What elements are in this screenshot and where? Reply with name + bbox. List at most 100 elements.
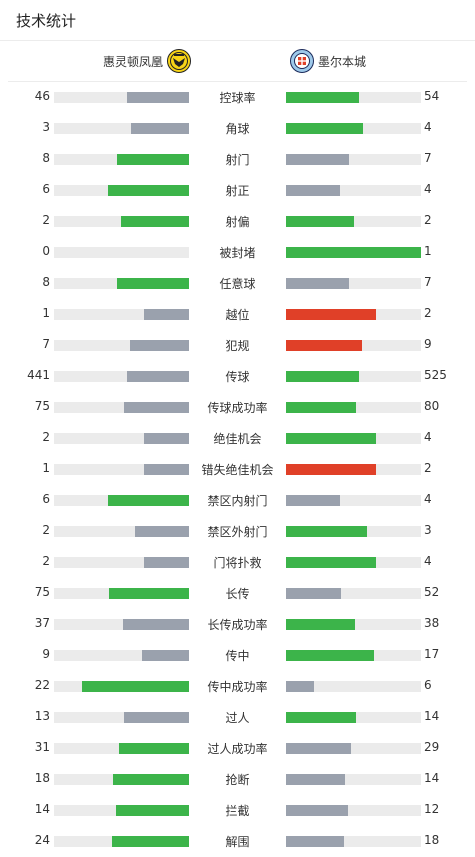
away-stat-bar (286, 774, 421, 785)
home-stat-bar-fill (144, 433, 189, 444)
home-stat-bar-fill (117, 278, 189, 289)
away-stat-bar (286, 805, 421, 816)
home-team[interactable]: 惠灵顿凤凰 (103, 41, 191, 81)
home-stat-bar-fill (117, 154, 189, 165)
away-stat-bar (286, 836, 421, 847)
home-stat-bar (54, 247, 189, 258)
away-stat-value: 1 (424, 244, 432, 258)
home-stat-bar (54, 836, 189, 847)
stat-label: 射门 (225, 153, 250, 167)
home-stat-bar-fill (124, 712, 189, 723)
away-stat-bar-fill (286, 681, 314, 692)
away-stat-value: 4 (424, 182, 432, 196)
away-team-name: 墨尔本城 (318, 54, 367, 69)
home-stat-value: 441 (27, 368, 50, 382)
stat-row: 13 过人 14 (0, 702, 475, 733)
home-stat-bar (54, 278, 189, 289)
away-stat-bar (286, 402, 421, 413)
away-stat-bar (286, 526, 421, 537)
away-stat-value: 80 (424, 399, 440, 413)
stat-label: 传中 (225, 649, 250, 663)
stat-row: 1 越位 2 (0, 299, 475, 330)
home-stat-bar-fill (127, 371, 189, 382)
home-stat-bar-fill (116, 805, 189, 816)
stat-row: 6 禁区内射门 4 (0, 485, 475, 516)
away-stat-bar-fill (286, 309, 376, 320)
home-stat-bar (54, 681, 189, 692)
stat-row: 0 被封堵 1 (0, 237, 475, 268)
home-stat-value: 9 (42, 647, 50, 661)
away-stat-bar-fill (286, 464, 376, 475)
home-stat-bar-fill (112, 836, 189, 847)
stat-row: 14 拦截 12 (0, 795, 475, 826)
away-stat-bar-fill (286, 340, 362, 351)
home-stat-value: 1 (42, 461, 50, 475)
away-stat-bar (286, 92, 421, 103)
stat-label: 射偏 (225, 215, 250, 229)
home-stat-value: 3 (42, 120, 50, 134)
stat-label: 射正 (225, 184, 250, 198)
home-stat-value: 2 (42, 213, 50, 227)
teams-bar: 惠灵顿凤凰 墨尔本城 (8, 41, 467, 82)
away-stat-bar-fill (286, 774, 345, 785)
home-stat-bar (54, 464, 189, 475)
home-stat-bar (54, 433, 189, 444)
away-team[interactable]: 墨尔本城 (290, 41, 366, 81)
away-stat-bar-fill (286, 185, 340, 196)
stat-row: 24 解围 18 (0, 826, 475, 857)
home-stat-value: 22 (34, 678, 50, 692)
stat-row: 2 射偏 2 (0, 206, 475, 237)
away-stat-value: 4 (424, 120, 432, 134)
page-title: 技术统计 (16, 12, 77, 30)
stat-label: 解围 (225, 835, 250, 849)
stat-label: 禁区外射门 (207, 525, 268, 539)
away-stat-bar (286, 278, 421, 289)
stat-label: 拦截 (225, 804, 250, 818)
home-stat-bar (54, 309, 189, 320)
home-stat-bar-fill (123, 619, 189, 630)
away-stat-bar (286, 247, 421, 258)
home-stat-value: 0 (42, 244, 50, 258)
home-stat-bar-fill (135, 526, 189, 537)
away-stat-value: 12 (424, 802, 440, 816)
home-stat-value: 8 (42, 151, 50, 165)
home-stat-value: 46 (34, 89, 50, 103)
stat-row: 75 传球成功率 80 (0, 392, 475, 423)
stat-label: 传中成功率 (207, 680, 268, 694)
home-stat-bar (54, 712, 189, 723)
home-stat-bar-fill (121, 216, 189, 227)
stat-row: 1 错失绝佳机会 2 (0, 454, 475, 485)
home-stat-value: 1 (42, 306, 50, 320)
away-stat-value: 7 (424, 151, 432, 165)
away-stat-bar-fill (286, 278, 349, 289)
stat-row: 2 门将扑救 4 (0, 547, 475, 578)
stat-label: 过人 (225, 711, 250, 725)
home-stat-bar-fill (82, 681, 189, 692)
away-stat-bar (286, 185, 421, 196)
home-stat-value: 37 (34, 616, 50, 630)
wellington-phoenix-badge-icon (167, 49, 191, 73)
away-stat-value: 4 (424, 430, 432, 444)
home-stat-bar-fill (127, 92, 189, 103)
home-stat-bar (54, 774, 189, 785)
away-stat-bar (286, 464, 421, 475)
home-stat-bar (54, 402, 189, 413)
home-team-name: 惠灵顿凤凰 (102, 54, 163, 69)
home-stat-value: 7 (42, 337, 50, 351)
away-stat-bar-fill (286, 805, 348, 816)
home-stat-bar-fill (144, 464, 189, 475)
stat-row: 75 长传 52 (0, 578, 475, 609)
melbourne-city-badge-icon (290, 49, 314, 73)
home-stat-bar (54, 495, 189, 506)
stat-row: 18 抢断 14 (0, 764, 475, 795)
away-stat-bar-fill (286, 557, 376, 568)
stat-label: 传球成功率 (207, 401, 268, 415)
away-stat-bar-fill (286, 247, 421, 258)
stat-row: 8 任意球 7 (0, 268, 475, 299)
home-stat-bar (54, 619, 189, 630)
stat-row: 6 射正 4 (0, 175, 475, 206)
away-stat-bar-fill (286, 743, 351, 754)
away-stat-value: 17 (424, 647, 440, 661)
away-stat-bar (286, 154, 421, 165)
home-stat-bar (54, 123, 189, 134)
